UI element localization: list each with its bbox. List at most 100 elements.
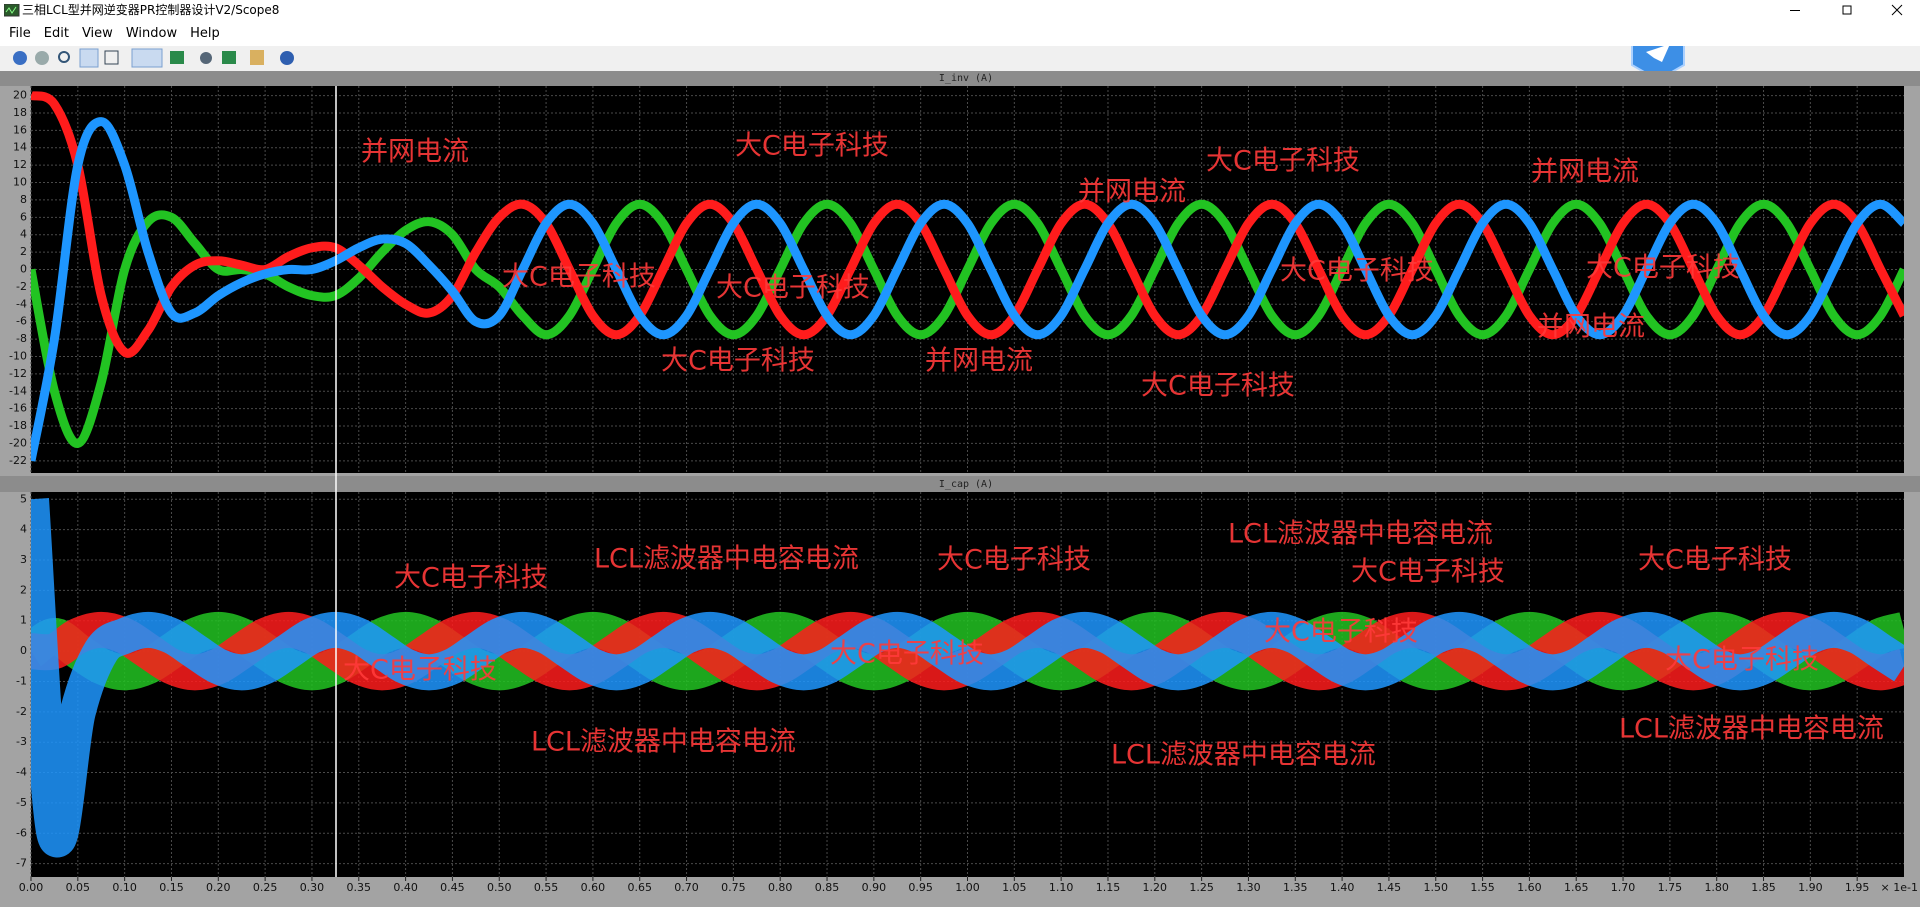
menu-item[interactable]: File [9, 26, 31, 41]
menu-item[interactable]: View [81, 26, 113, 41]
zoom-out-button[interactable] [79, 48, 99, 68]
title-bar: 三相LCL型并网逆变器PR控制器设计V2/Scope8 [0, 0, 1920, 21]
x-tick-label: 0.85 [815, 881, 840, 894]
watermark-annotation: 大C电子科技 [1586, 253, 1740, 284]
watermark-annotation: LCL滤波器中电容电流 [594, 544, 859, 575]
show-button[interactable] [200, 52, 212, 64]
watermark-annotation: 大C电子科技 [735, 131, 889, 162]
y-tick-label: -18 [9, 419, 27, 432]
window-controls[interactable] [1770, 0, 1920, 21]
x-tick-label: 1.90 [1798, 881, 1823, 894]
watermark-annotation: 大C电子科技 [830, 639, 984, 670]
x-tick-label: 1.75 [1658, 881, 1683, 894]
panel-title-strip [0, 71, 1920, 86]
x-tick-label: 1.05 [1002, 881, 1027, 894]
y-tick-label: 8 [20, 193, 27, 206]
fit-button[interactable] [104, 50, 119, 65]
y-tick-label: 10 [13, 176, 27, 189]
zoom-button[interactable] [58, 51, 70, 63]
watermark-annotation: 大C电子科技 [1351, 557, 1505, 588]
watermark-annotation: 并网电流 [1537, 312, 1645, 343]
watermark-annotation: 大C电子科技 [1206, 146, 1360, 177]
y-tick-label: 3 [20, 553, 27, 566]
x-tick-label: 1.65 [1564, 881, 1589, 894]
close[interactable] [1891, 4, 1903, 16]
y-tick-label: -14 [9, 384, 27, 397]
x-tick-label: 0.15 [159, 881, 184, 894]
watermark-annotation: 大C电子科技 [1280, 256, 1434, 287]
watermark-annotation: 大C电子科技 [343, 655, 497, 686]
x-tick-label: 1.25 [1189, 881, 1214, 894]
scope: I_inv (A)-22-20-18-16-14-12-10-8-6-4-202… [0, 71, 1920, 907]
x-tick-label: 1.80 [1704, 881, 1729, 894]
menu-item[interactable]: Edit [43, 26, 69, 41]
window-title: 三相LCL型并网逆变器PR控制器设计V2/Scope8 [22, 3, 280, 17]
y-tick-label: 4 [20, 523, 27, 536]
watermark-annotation: 大C电子科技 [1141, 371, 1295, 402]
x-unit-label: × 1e-1 [1881, 881, 1918, 894]
export-button[interactable] [222, 51, 236, 64]
menu-item[interactable]: Window [125, 26, 178, 41]
y-tick-label: -4 [16, 766, 27, 779]
watermark-annotation: LCL滤波器中电容电流 [1619, 714, 1884, 745]
watermark-annotation: 大C电子科技 [661, 346, 815, 377]
menu-item[interactable]: Help [190, 26, 220, 41]
x-tick-label: 1.95 [1845, 881, 1870, 894]
y-tick-label: 0 [20, 262, 27, 275]
x-tick-label: 1.50 [1424, 881, 1449, 894]
y-tick-label: -2 [16, 280, 27, 293]
x-tick-label: 0.90 [862, 881, 887, 894]
x-tick-label: 0.60 [581, 881, 606, 894]
x-tick-label: 1.45 [1377, 881, 1402, 894]
y-tick-label: 20 [13, 89, 27, 102]
y-tick-label: -22 [9, 454, 27, 467]
cursor-button[interactable] [131, 48, 163, 68]
y-tick-label: -10 [9, 349, 27, 362]
y-tick-label: -1 [16, 674, 27, 687]
forward-button[interactable] [35, 51, 49, 65]
help-button[interactable] [280, 51, 294, 65]
y-tick-label: -8 [16, 332, 27, 345]
panel-title: I_inv (A) [939, 73, 993, 84]
watermark-annotation: 并网电流 [925, 346, 1033, 377]
y-tick-label: -5 [16, 796, 27, 809]
x-tick-label: 0.35 [347, 881, 372, 894]
y-tick-label: -2 [16, 705, 27, 718]
panel-title: I_cap (A) [939, 479, 993, 490]
x-tick-label: 1.60 [1517, 881, 1542, 894]
y-tick-label: 12 [13, 158, 27, 171]
y-tick-label: 18 [13, 106, 27, 119]
watermark-annotation: 大C电子科技 [1264, 617, 1418, 648]
y-tick-label: -6 [16, 826, 27, 839]
watermark-annotation: 大C电子科技 [1638, 545, 1792, 576]
y-tick-label: 0 [20, 644, 27, 657]
x-tick-label: 0.70 [674, 881, 699, 894]
watermark-annotation: 大C电子科技 [1665, 645, 1819, 676]
y-tick-label: 14 [13, 141, 27, 154]
watermark-annotation: 并网电流 [1531, 157, 1639, 188]
y-tick-label: -4 [16, 297, 27, 310]
watermark-annotation: 并网电流 [361, 137, 469, 168]
back-button[interactable] [13, 51, 27, 65]
watermark-annotation: 并网电流 [1078, 177, 1186, 208]
toolbar [13, 46, 1685, 71]
watermark-annotation: 大C电子科技 [394, 563, 548, 594]
x-tick-label: 0.40 [393, 881, 418, 894]
watermark-annotation: LCL滤波器中电容电流 [1111, 740, 1376, 771]
y-tick-label: 1 [20, 614, 27, 627]
logo-bird [1646, 46, 1670, 62]
properties-button[interactable] [250, 50, 264, 65]
restore[interactable] [1842, 5, 1852, 15]
x-tick-label: 0.30 [300, 881, 325, 894]
watermark-annotation: LCL滤波器中电容电流 [531, 727, 796, 758]
x-tick-label: 0.25 [253, 881, 278, 894]
y-tick-label: -7 [16, 857, 27, 870]
view-button[interactable] [170, 51, 184, 64]
y-tick-label: 2 [20, 245, 27, 258]
x-tick-label: 0.05 [66, 881, 91, 894]
series-line [31, 498, 1904, 858]
y-tick-label: 6 [20, 210, 27, 223]
x-tick-label: 0.00 [19, 881, 44, 894]
x-tick-label: 0.65 [627, 881, 652, 894]
